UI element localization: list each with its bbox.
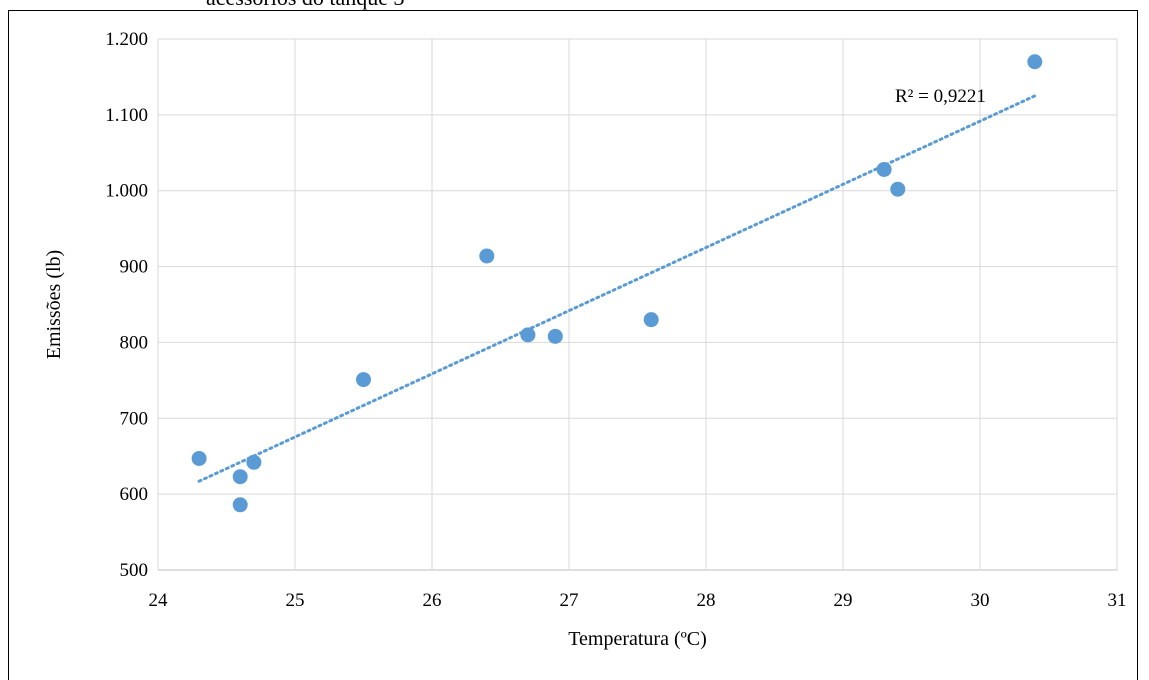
x-tick-label: 31 [1108, 590, 1127, 611]
data-point [876, 161, 892, 177]
x-tick-label: 24 [149, 590, 169, 611]
data-point [890, 181, 906, 197]
y-tick-label: 1.200 [105, 29, 148, 50]
data-point [191, 450, 207, 466]
x-tick-label: 28 [697, 590, 716, 611]
y-axis-title: Emissões (lb) [43, 250, 65, 359]
x-tick-label: 30 [971, 590, 990, 611]
gridlines [157, 38, 1118, 571]
x-tick-label: 29 [834, 590, 853, 611]
x-tick-label: 25 [286, 590, 305, 611]
y-tick-label: 700 [120, 408, 149, 429]
trendline [197, 94, 1037, 483]
data-point [643, 312, 659, 328]
y-tick-label: 1.100 [105, 105, 148, 126]
y-tick-label: 500 [120, 560, 149, 581]
data-point [479, 248, 495, 264]
data-point [520, 327, 536, 343]
y-tick-labels: 500 600 700 800 900 1.000 1.100 1.200 [105, 29, 148, 581]
r-squared-label: R² = 0,9221 [895, 86, 986, 107]
data-point [547, 328, 563, 344]
x-tick-label: 26 [423, 590, 442, 611]
data-point [1027, 54, 1043, 70]
y-tick-label: 600 [120, 484, 149, 505]
chart-frame [8, 10, 1138, 680]
y-tick-label: 1.000 [105, 181, 148, 202]
trendline-group [197, 94, 1037, 483]
data-point [246, 454, 262, 470]
data-point [232, 497, 248, 513]
y-tick-label: 800 [120, 332, 149, 353]
y-tick-label: 900 [120, 257, 149, 278]
data-point [232, 469, 248, 485]
data-points [191, 54, 1043, 513]
x-tick-labels: 24 25 26 27 28 29 30 31 [149, 590, 1127, 611]
chart-title: acessórios do tanque 3 [206, 0, 405, 11]
x-tick-label: 27 [560, 590, 579, 611]
data-point [356, 372, 371, 388]
x-axis-title: Temperatura (ºC) [568, 628, 707, 650]
